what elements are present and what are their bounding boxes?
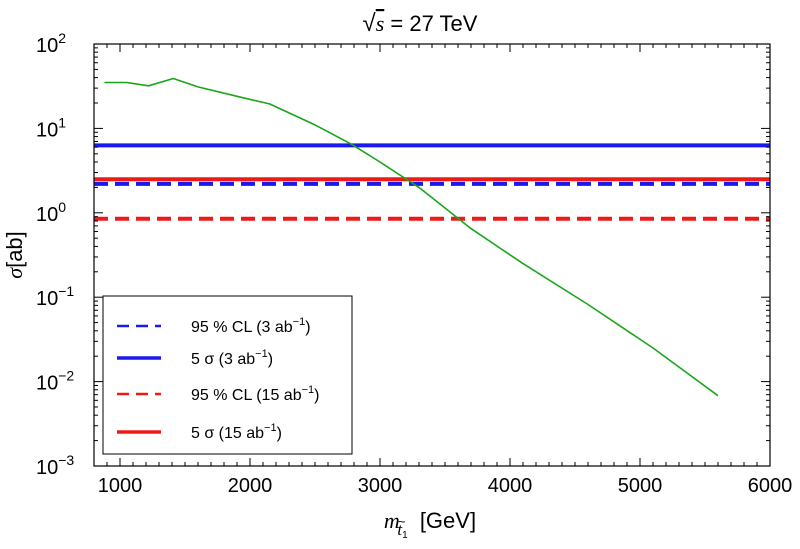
y-tick-label: 10−1 bbox=[36, 283, 74, 310]
x-tick-label: 2000 bbox=[228, 475, 273, 497]
y-tick-label: 101 bbox=[36, 114, 66, 141]
y-axis-label: σ[ab] bbox=[2, 231, 27, 279]
y-tick-label: 10−2 bbox=[36, 368, 74, 395]
y-tick-label: 10−3 bbox=[36, 452, 74, 479]
x-tick-label: 4000 bbox=[488, 475, 533, 497]
legend-label-1: 5 σ (3 ab−1) bbox=[191, 348, 273, 368]
series-line-0 bbox=[104, 77, 719, 397]
x-axis-label: m~t1 [GeV] bbox=[384, 508, 476, 541]
legend-box bbox=[102, 295, 353, 455]
legend-label-0: 95 % CL (3 ab−1) bbox=[191, 316, 311, 336]
x-tick-label: 1000 bbox=[98, 475, 143, 497]
y-tick-label: 102 bbox=[36, 30, 66, 57]
legend-label-2: 95 % CL (15 ab−1) bbox=[191, 384, 319, 404]
legend-label-3: 5 σ (15 ab−1) bbox=[191, 422, 282, 442]
x-tick-label: 5000 bbox=[618, 475, 663, 497]
x-tick-label: 6000 bbox=[748, 475, 793, 497]
y-tick-label: 100 bbox=[36, 199, 66, 226]
x-tick-label: 3000 bbox=[358, 475, 403, 497]
chart-title: √s = 27 TeV bbox=[363, 10, 478, 37]
